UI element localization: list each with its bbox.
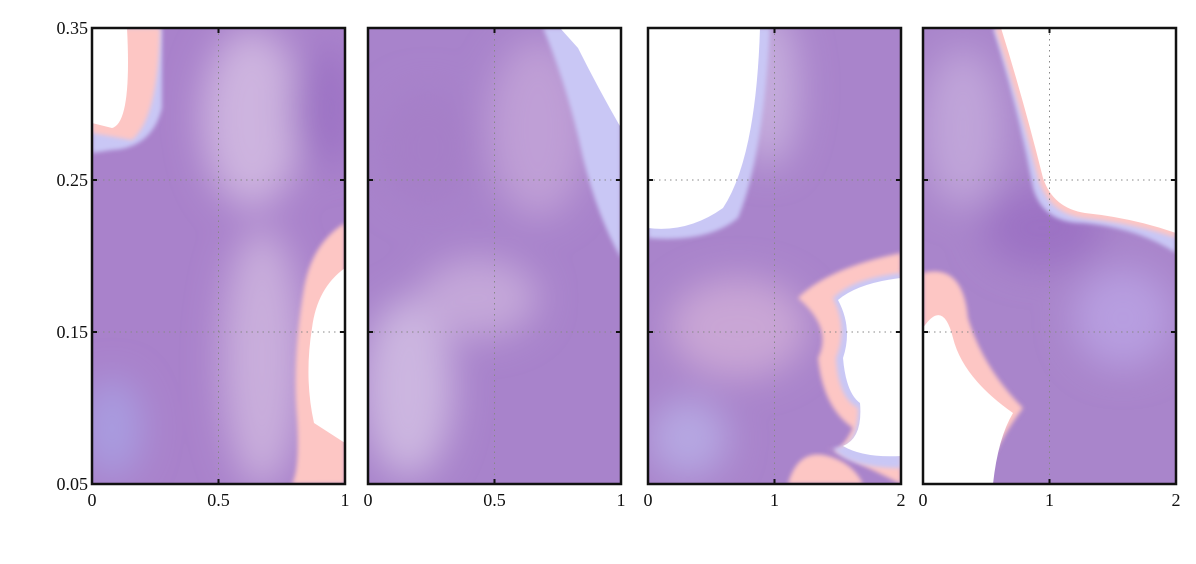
y-tick-label: 0.25 (57, 170, 89, 190)
density-field (648, 28, 901, 484)
x-tick-label: 0.5 (207, 490, 230, 510)
x-tick-label: 0 (644, 490, 653, 510)
density-field (368, 28, 621, 484)
plot-frame (366, 26, 623, 486)
y-tick-label: 0.35 (57, 18, 89, 38)
density-field (923, 28, 1176, 484)
plot-frame (90, 26, 347, 486)
x-tick-label: 0 (364, 490, 373, 510)
x-tick-label: 2 (897, 490, 906, 510)
x-tick-label: 0 (88, 490, 97, 510)
x-tick-label: 0.5 (483, 490, 506, 510)
plot-frame (921, 26, 1178, 486)
y-tick-label: 0.15 (57, 322, 89, 342)
density-field (92, 28, 345, 484)
plot-frame (646, 26, 903, 486)
x-tick-label: 2 (1172, 490, 1181, 510)
x-tick-label: 1 (341, 490, 350, 510)
x-tick-label: 1 (617, 490, 626, 510)
x-tick-label: 1 (1045, 490, 1054, 510)
y-tick-label: 0.05 (57, 474, 89, 494)
x-tick-label: 1 (770, 490, 779, 510)
x-tick-label: 0 (919, 490, 928, 510)
